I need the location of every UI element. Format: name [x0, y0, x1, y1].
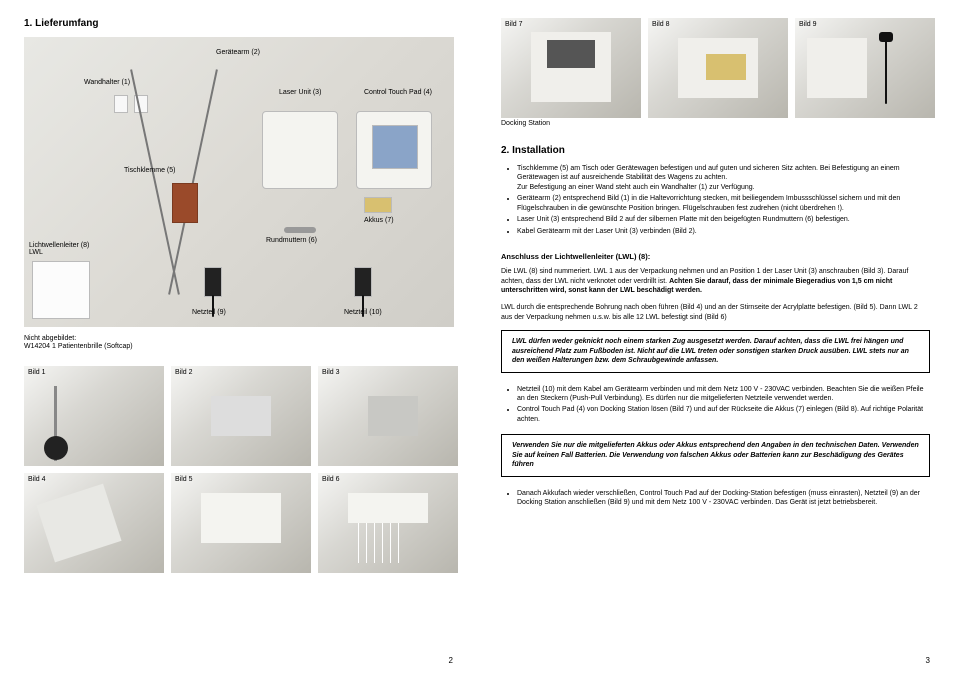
thumb-bild-8: Bild 8: [648, 18, 788, 118]
thumb-caption: Bild 1: [28, 369, 46, 376]
list-item: Tischklemme (5) am Tisch oder Gerätewage…: [517, 164, 930, 192]
list-item: Laser Unit (3) entsprechend Bild 2 auf d…: [517, 215, 930, 224]
thumb-caption: Bild 2: [175, 369, 193, 376]
label-wandhalter: Wandhalter (1): [84, 79, 130, 86]
thumb-bild-4: Bild 4: [24, 473, 164, 573]
install-bullets-2: Netzteil (10) mit dem Kabel am Gerätearm…: [501, 385, 930, 425]
thumb-caption: Bild 9: [799, 21, 817, 28]
thumb-bild-7: Bild 7: [501, 18, 641, 118]
heading-lieferumfang: 1. Lieferumfang: [24, 18, 453, 29]
install-bullets-1: Tischklemme (5) am Tisch oder Gerätewage…: [501, 164, 930, 236]
label-lwl: Lichtwellenleiter (8) LWL: [29, 242, 89, 256]
para-lwl-2: LWL durch die entsprechende Bohrung nach…: [501, 303, 930, 322]
label-laser-unit: Laser Unit (3): [279, 89, 321, 96]
thumb-bild-2: Bild 2: [171, 366, 311, 466]
warning-box-1: LWL dürfen weder geknickt noch einem sta…: [501, 330, 930, 372]
page-number: 2: [449, 656, 453, 665]
thumb-grid-right: Bild 7 Docking Station Bild 8 Bild 9: [501, 18, 930, 127]
main-delivery-image: Wandhalter (1) Gerätearm (2) Laser Unit …: [24, 37, 454, 327]
heading-installation: 2. Installation: [501, 145, 930, 156]
caption-docking-station: Docking Station: [501, 120, 641, 127]
thumb-caption: Bild 5: [175, 476, 193, 483]
list-item: Danach Akkufach wieder verschließen, Con…: [517, 489, 930, 508]
subheading-lwl: Anschluss der Lichtwellenleiter (LWL) (8…: [501, 252, 930, 261]
label-tischklemme: Tischklemme (5): [124, 167, 175, 174]
thumb-caption: Bild 6: [322, 476, 340, 483]
footnote-line1: Nicht abgebildet:: [24, 335, 76, 342]
page-number: 3: [926, 656, 930, 665]
thumb-caption: Bild 4: [28, 476, 46, 483]
label-touch-pad: Control Touch Pad (4): [364, 89, 432, 96]
label-geraetearm: Gerätearm (2): [216, 49, 260, 56]
label-akkus: Akkus (7): [364, 217, 394, 224]
footnote: Nicht abgebildet: W14204 1 Patientenbril…: [24, 335, 453, 352]
page-3: Bild 7 Docking Station Bild 8 Bild 9: [477, 0, 954, 675]
thumb-bild-6: Bild 6: [318, 473, 458, 573]
thumb-bild-5: Bild 5: [171, 473, 311, 573]
list-item: Gerätearm (2) entsprechend Bild (1) in d…: [517, 194, 930, 213]
page-2: 1. Lieferumfang Wandhalter (1) Gerätearm…: [0, 0, 477, 675]
label-netzteil-9: Netzteil (9): [192, 309, 226, 316]
thumb-caption: Bild 3: [322, 369, 340, 376]
thumb-bild-3: Bild 3: [318, 366, 458, 466]
warning-box-2: Verwenden Sie nur die mitgelieferten Akk…: [501, 434, 930, 476]
list-item: Kabel Gerätearm mit der Laser Unit (3) v…: [517, 227, 930, 236]
list-item: Netzteil (10) mit dem Kabel am Gerätearm…: [517, 385, 930, 404]
label-netzteil-10: Netzteil (10): [344, 309, 382, 316]
thumb-caption: Bild 7: [505, 21, 523, 28]
install-bullets-3: Danach Akkufach wieder verschließen, Con…: [501, 489, 930, 508]
thumb-bild-9: Bild 9: [795, 18, 935, 118]
footnote-line2: W14204 1 Patientenbrille (Softcap): [24, 343, 133, 350]
para-lwl-1: Die LWL (8) sind nummeriert. LWL 1 aus d…: [501, 267, 930, 295]
thumb-grid-left: Bild 1 Bild 2 Bild 3 Bild 4 Bild 5 B: [24, 366, 453, 573]
label-rundmuttern: Rundmuttern (6): [266, 237, 317, 244]
list-item: Control Touch Pad (4) von Docking Statio…: [517, 405, 930, 424]
thumb-bild-1: Bild 1: [24, 366, 164, 466]
thumb-caption: Bild 8: [652, 21, 670, 28]
